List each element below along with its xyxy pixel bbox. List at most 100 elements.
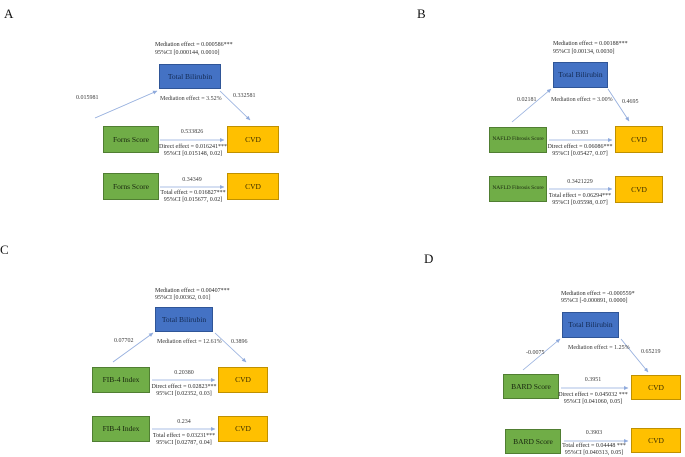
- mediation-effect-value: Mediation effect = 0.00188***: [553, 41, 628, 47]
- outcome-box: CVD: [615, 176, 663, 203]
- path-coefficient: 0.3421229: [567, 179, 593, 185]
- path-coefficient: 0.234: [177, 419, 191, 425]
- outcome-label: CVD: [631, 184, 647, 194]
- direct-effect-ci: 95%CI [0.02352, 0.03]: [156, 391, 212, 398]
- outcome-box: CVD: [227, 126, 279, 153]
- path-a-coefficient: 0.02181: [517, 97, 537, 103]
- path-b-coefficient: 0.4695: [622, 99, 639, 105]
- mediator-label: Total Bilirubin: [558, 70, 603, 80]
- direct-effect-ci: 95%CI [0.05427, 0.07]: [552, 151, 608, 158]
- panel-label: D: [424, 251, 434, 266]
- total-effect-ci: 95%CI [0.05598, 0.07]: [552, 200, 608, 207]
- arrow-mediator-to-outcome: [607, 88, 630, 122]
- mediation-percent: Mediation effect = 12.61%: [157, 339, 222, 345]
- predictor-box: NAFLD Fibrosis Score: [489, 176, 547, 202]
- path-coefficient: 0.3903: [585, 430, 603, 436]
- outcome-box: CVD: [218, 367, 268, 393]
- outcome-label: CVD: [648, 382, 664, 392]
- mediator-box: Total Bilirubin: [155, 307, 213, 332]
- outcome-label: CVD: [245, 181, 261, 191]
- predictor-label: FIB-4 Index: [102, 424, 140, 434]
- path-b-coefficient: 0.65219: [641, 349, 661, 355]
- outcome-box: CVD: [227, 173, 279, 200]
- predictor-box: FIB-4 Index: [92, 367, 150, 393]
- path-a-coefficient: 0.015981: [76, 95, 99, 101]
- outcome-box: CVD: [218, 416, 268, 442]
- direct-effect-value: Direct effect = 0.06086***: [547, 144, 613, 150]
- arrow-predictor-to-mediator: [511, 88, 552, 123]
- predictor-label: NAFLD Fibrosis Score: [492, 185, 544, 192]
- predictor-box: NAFLD Fibrosis Score: [489, 127, 547, 153]
- mediation-effect-ci: 95%CI [0.00134, 0.0030]: [553, 49, 615, 55]
- direct-effect-value: Direct effect = 0.045032 ***: [558, 392, 628, 398]
- outcome-box: CVD: [631, 428, 681, 453]
- predictor-label: BARD Score: [511, 381, 551, 391]
- direct-effect-annotation: Direct effect = 0.02823*** 95%CI [0.0235…: [152, 384, 217, 398]
- mediation-effect-ci: 95%CI [-0.000891, 0.0000]: [561, 298, 628, 304]
- mediation-effect-ci: 95%CI [0.000144, 0.0010]: [155, 50, 220, 56]
- predictor-box: Forns Score: [103, 173, 159, 200]
- predictor-label: FIB-4 Index: [102, 375, 140, 385]
- total-effect-ci: 95%CI [0.02787, 0.04]: [156, 440, 212, 447]
- direct-effect-ci: 95%CI [0.015148, 0.02]: [163, 151, 223, 158]
- predictor-label: Forns Score: [112, 134, 150, 144]
- mediation-percent: Mediation effect = 3.52%: [160, 96, 222, 102]
- direct-effect-value: Direct effect = 0.016241***: [159, 144, 227, 150]
- predictor-label: NAFLD Fibrosis Score: [492, 136, 544, 143]
- total-effect-value: Total effect = 0.03231***: [152, 433, 216, 439]
- path-b-coefficient: 0.3896: [231, 339, 248, 345]
- panel-label: C: [0, 242, 9, 257]
- total-effect-value: Total effect = 0.016827***: [160, 190, 226, 196]
- total-effect-annotation: Total effect = 0.06294*** 95%CI [0.05598…: [549, 193, 611, 207]
- outcome-label: CVD: [648, 435, 664, 445]
- mediation-effect-value: Mediation effect = 0.000586***: [155, 42, 233, 48]
- path-coefficient: 0.34349: [182, 177, 202, 183]
- mediation-percent: Mediation effect = 3.00%: [551, 97, 613, 103]
- outcome-label: CVD: [631, 134, 647, 144]
- total-effect-annotation: Total effect = 0.03231*** 95%CI [0.02787…: [153, 433, 215, 447]
- path-coefficient: 0.3303: [571, 130, 589, 136]
- path-a-coefficient: -0.0075: [526, 350, 545, 356]
- mediator-label: Total Bilirubin: [167, 71, 213, 81]
- mediator-box: Total Bilirubin: [562, 312, 619, 338]
- predictor-label: BARD Score: [513, 436, 553, 446]
- direct-effect-ci: 95%CI [0.041060, 0.05]: [563, 399, 623, 406]
- predictor-label: Forns Score: [112, 181, 150, 191]
- total-effect-annotation: Total effect = 0.04448 *** 95%CI [0.0403…: [562, 443, 626, 457]
- panel-label: A: [4, 6, 14, 21]
- arrow-mediator-to-outcome: [214, 332, 247, 363]
- path-coefficient: 0.3951: [584, 377, 602, 383]
- outcome-box: CVD: [631, 375, 681, 400]
- predictor-box: Forns Score: [103, 126, 159, 153]
- direct-effect-annotation: Direct effect = 0.045032 *** 95%CI [0.04…: [558, 392, 627, 406]
- mediator-box: Total Bilirubin: [159, 64, 221, 89]
- path-b-coefficient: 0.332581: [233, 93, 256, 99]
- direct-effect-value: Direct effect = 0.02823***: [151, 384, 217, 390]
- path-a-coefficient: 0.07702: [114, 338, 134, 344]
- arrow-mediator-to-outcome: [620, 338, 649, 373]
- outcome-label: CVD: [235, 424, 251, 434]
- outcome-label: CVD: [235, 375, 251, 385]
- mediator-label: Total Bilirubin: [161, 314, 207, 324]
- outcome-box: CVD: [615, 126, 663, 153]
- path-coefficient: 0.533826: [180, 129, 204, 135]
- total-effect-annotation: Total effect = 0.016827*** 95%CI [0.0156…: [160, 190, 225, 204]
- total-effect-ci: 95%CI [0.015677, 0.02]: [163, 197, 223, 204]
- direct-effect-annotation: Direct effect = 0.06086*** 95%CI [0.0542…: [548, 144, 613, 158]
- mediation-effect-ci: 95%CI [0.00362, 0.01]: [155, 295, 211, 301]
- arrow-predictor-to-mediator: [94, 90, 158, 119]
- total-effect-ci: 95%CI [0.040313, 0.05]: [564, 450, 624, 457]
- mediator-box: Total Bilirubin: [553, 62, 608, 88]
- predictor-box: BARD Score: [503, 374, 559, 399]
- total-effect-value: Total effect = 0.06294***: [548, 193, 612, 199]
- path-coefficient: 0.20380: [174, 370, 194, 376]
- outcome-label: CVD: [245, 134, 261, 144]
- direct-effect-annotation: Direct effect = 0.016241*** 95%CI [0.015…: [159, 144, 227, 158]
- total-effect-value: Total effect = 0.04448 ***: [562, 443, 626, 449]
- mediation-effect-value: Mediation effect = 0.00407***: [155, 288, 230, 294]
- mediation-effect-value: Mediation effect = -0.000559*: [561, 291, 635, 297]
- mediator-label: Total Bilirubin: [568, 320, 613, 330]
- panel-label: B: [417, 6, 426, 21]
- predictor-box: FIB-4 Index: [92, 416, 150, 442]
